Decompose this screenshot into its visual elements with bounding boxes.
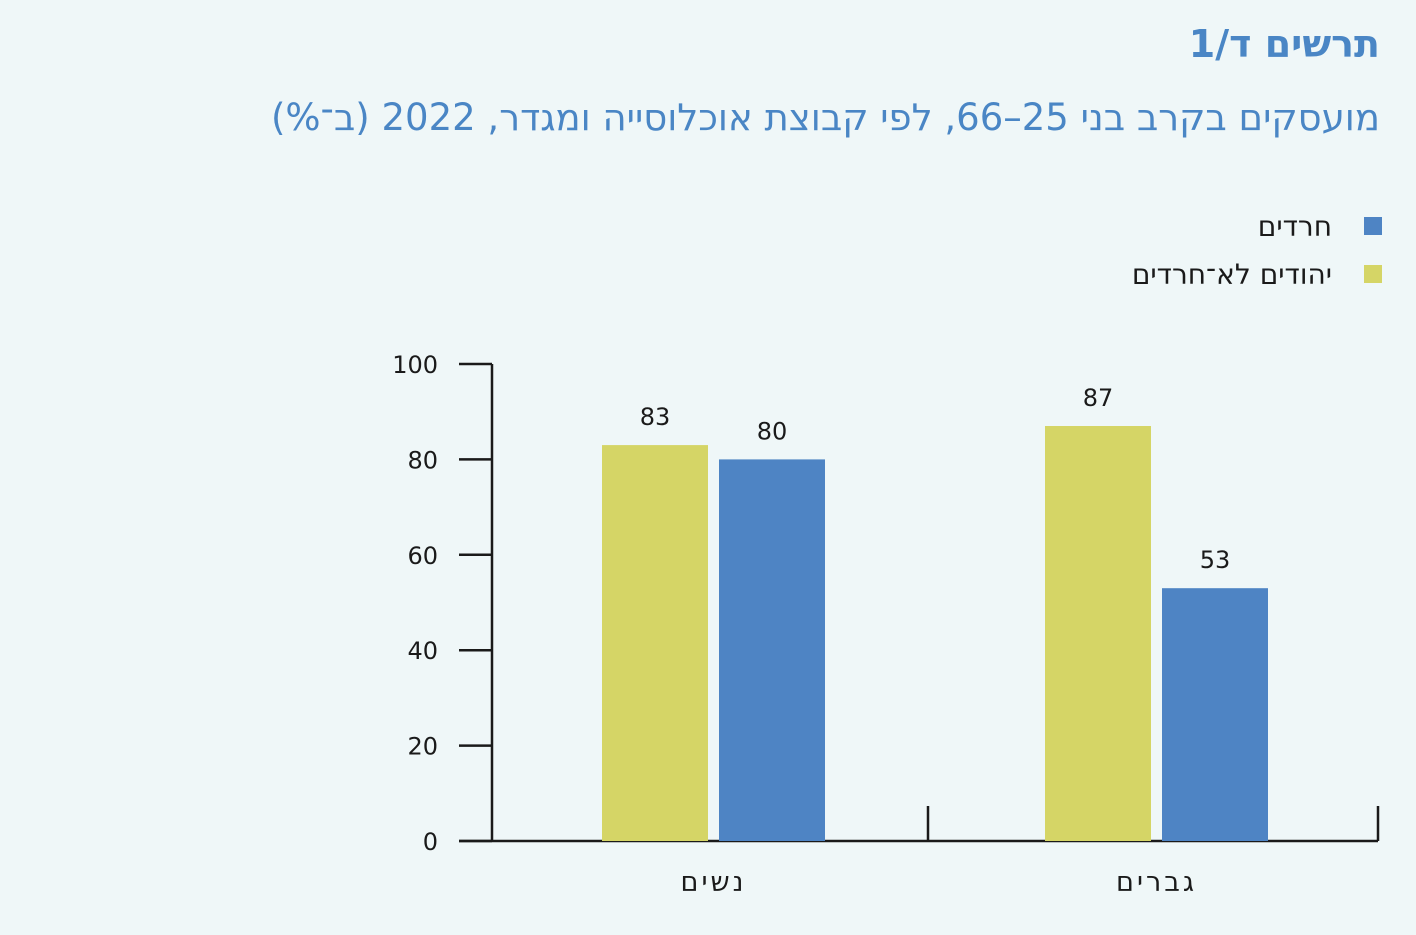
figure-label: תרשים ד/1 [1188,22,1380,66]
data-label-0-1: 87 [1083,384,1114,412]
y-tick-label-60: 60 [407,542,438,570]
bar-0-0 [1162,588,1268,841]
y-tick-label-80: 80 [407,446,438,474]
data-label-1-0: 80 [757,417,788,445]
legend-label-non-haredi-jews: יהודים לא־חרדים [1131,257,1332,291]
legend-swatch-haredi [1364,217,1382,235]
data-label-0-0: 53 [1200,546,1231,574]
legend-label-haredi: חרדים [1257,209,1332,243]
bar-0-1 [1045,426,1151,841]
y-tick-label-40: 40 [407,637,438,665]
category-label-0: גברים [1116,867,1197,898]
legend-item-haredi: חרדים [1132,202,1382,250]
legend: חרדים יהודים לא־חרדים [1132,202,1382,298]
bar-1-1 [602,445,708,841]
y-tick-label-100: 100 [392,351,438,379]
legend-swatch-non-haredi-jews [1364,265,1382,283]
data-label-1-1: 83 [640,403,671,431]
y-tick-label-20: 20 [407,733,438,761]
category-label-1: נשים [681,867,747,898]
legend-item-non-haredi-jews: יהודים לא־חרדים [1132,250,1382,298]
chart-title: מועסקים בקרב בני 25–66, לפי קבוצת אוכלוס… [270,96,1380,139]
y-tick-label-0: 0 [423,828,438,856]
bar-1-0 [719,459,825,841]
